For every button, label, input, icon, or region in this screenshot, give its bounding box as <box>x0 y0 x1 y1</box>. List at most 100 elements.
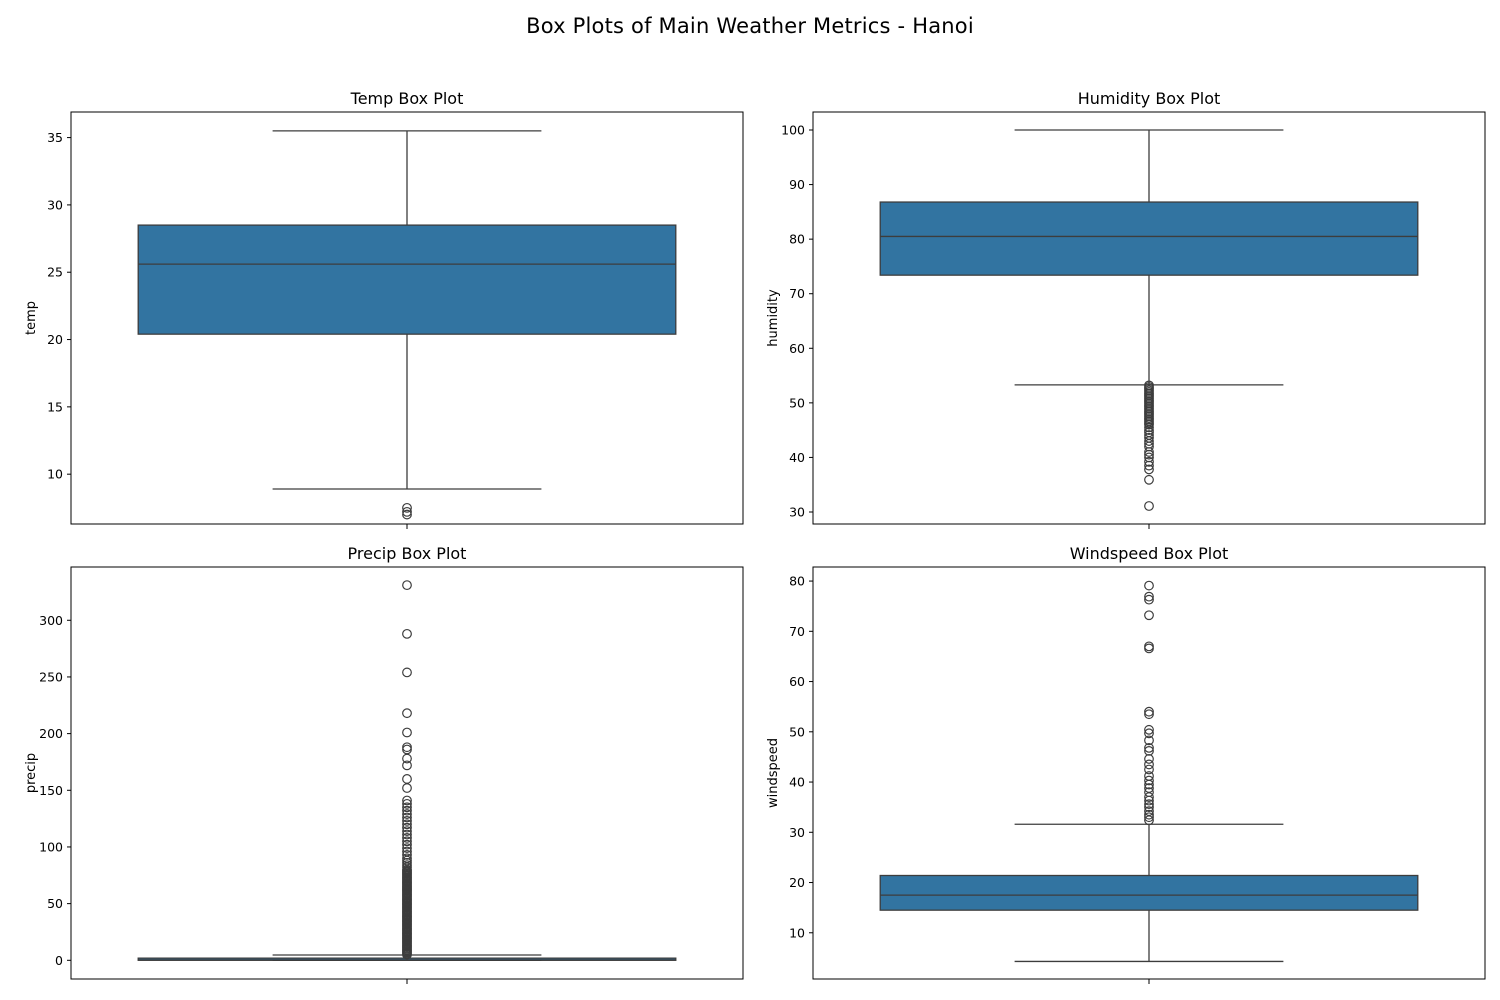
windspeed-axes-frame <box>812 566 1486 980</box>
humidity-outlier-point <box>1144 436 1154 446</box>
precip-outlier-point <box>402 580 412 591</box>
humidity-box <box>879 201 1419 276</box>
windspeed-outlier-point <box>1144 709 1154 720</box>
precip-outlier-point <box>402 839 412 850</box>
windspeed-outlier-point <box>1144 802 1154 813</box>
humidity-ylabel: humidity <box>766 289 781 347</box>
windspeed-outlier-point <box>1144 591 1154 602</box>
humidity-outlier-point <box>1144 501 1154 511</box>
precip-ytick-label: 250 <box>39 669 63 684</box>
humidity-ytick-label: 90 <box>789 177 805 192</box>
precip-ylabel: precip <box>24 753 39 793</box>
precip-outlier-point <box>402 826 412 836</box>
temp-outlier-point <box>402 506 412 517</box>
windspeed-plot-title: Windspeed Box Plot <box>1070 544 1229 563</box>
windspeed-ytick-label: 50 <box>789 724 805 739</box>
precip-outlier-point <box>402 836 412 847</box>
windspeed-outlier-point <box>1144 787 1154 797</box>
windspeed-outlier-point <box>1144 643 1154 654</box>
windspeed-outlier-point <box>1144 809 1154 820</box>
humidity-outlier-point <box>1144 464 1154 475</box>
precip-outlier-point <box>402 849 412 860</box>
precip-outlier-point <box>402 815 412 826</box>
windspeed-outlier-point <box>1144 610 1154 621</box>
humidity-ytick-label: 50 <box>789 395 805 410</box>
humidity-plot-title: Humidity Box Plot <box>1078 89 1221 108</box>
windspeed-outlier-point <box>1144 812 1154 823</box>
windspeed-ytick-label: 70 <box>789 624 805 639</box>
humidity-ytick-label: 60 <box>789 341 805 356</box>
humidity-ytick-label: 30 <box>789 504 805 519</box>
humidity-outlier-point <box>1144 422 1154 433</box>
precip-ytick-label: 150 <box>39 783 63 798</box>
temp-plot-title: Temp Box Plot <box>350 89 464 108</box>
precip-outlier-point <box>402 802 412 813</box>
precip-ytick-label: 200 <box>39 726 63 741</box>
figure-title: Box Plots of Main Weather Metrics - Hano… <box>526 14 974 38</box>
humidity-ytick-label: 80 <box>789 232 805 247</box>
precip-ytick-label: 0 <box>55 953 63 968</box>
windspeed-ylabel: windspeed <box>766 738 781 808</box>
humidity-outlier-point <box>1144 460 1154 471</box>
precip-ytick-label: 300 <box>39 613 63 628</box>
precip-outlier-point <box>402 805 412 816</box>
windspeed-outlier-point <box>1144 641 1154 652</box>
windspeed-box <box>879 874 1419 911</box>
temp-ylabel: temp <box>24 301 39 335</box>
windspeed-outlier-point <box>1144 806 1154 817</box>
humidity-outlier-point <box>1144 447 1154 457</box>
temp-panel: Temp Box Plot temp 10 15 20 25 30 35 <box>24 89 744 529</box>
humidity-outlier-point <box>1144 456 1154 467</box>
temp-ytick-label: 20 <box>47 332 63 347</box>
precip-outlier-point <box>402 809 412 819</box>
windspeed-outlier-point <box>1144 594 1154 605</box>
temp-ytick-label: 25 <box>47 265 63 280</box>
temp-outlier-point <box>402 502 412 513</box>
windspeed-outlier-point <box>1144 771 1154 781</box>
windspeed-outlier-point <box>1144 799 1154 810</box>
humidity-outlier-point <box>1144 474 1154 485</box>
windspeed-outlier-point <box>1144 706 1154 717</box>
humidity-axes-frame <box>812 111 1486 525</box>
windspeed-ytick-label: 40 <box>789 775 805 790</box>
precip-outlier-point <box>402 822 412 833</box>
precip-outlier-point <box>402 628 412 639</box>
windspeed-outlier-point <box>1144 764 1154 775</box>
temp-box <box>137 224 677 335</box>
precip-outlier-point <box>402 774 412 784</box>
precip-outlier-point <box>402 798 412 809</box>
precip-plot-title: Precip Box Plot <box>348 544 467 563</box>
windspeed-outlier-point <box>1144 728 1154 739</box>
precip-outlier-point <box>402 708 412 719</box>
windspeed-ytick-label: 80 <box>789 574 805 589</box>
temp-ytick-label: 15 <box>47 399 63 414</box>
windspeed-outlier-point <box>1144 580 1154 591</box>
windspeed-ytick-label: 20 <box>789 875 805 890</box>
windspeed-ytick-label: 30 <box>789 825 805 840</box>
precip-ytick-label: 50 <box>47 896 63 911</box>
humidity-panel: Humidity Box Plot humidity 30 40 50 60 70 80 90 1… <box>766 89 1486 529</box>
precip-outlier-point <box>402 727 412 738</box>
precip-outlier-point <box>402 783 412 793</box>
windspeed-outlier-point <box>1144 754 1154 764</box>
humidity-outlier-point <box>1144 449 1154 460</box>
humidity-outlier-point <box>1144 419 1154 430</box>
windspeed-ytick-label: 10 <box>789 925 805 940</box>
windspeed-panel: Windspeed Box Plot windspeed 10 20 30 40 50 60 7… <box>766 544 1486 984</box>
precip-outlier-point <box>402 812 412 823</box>
precip-outlier-point <box>402 742 412 753</box>
temp-axes-frame <box>70 111 744 525</box>
precip-panel: Precip Box Plot precip 0 50 100 150 200 250 300 <box>24 544 744 984</box>
temp-ytick-label: 35 <box>47 130 63 145</box>
windspeed-ytick-label: 60 <box>789 674 805 689</box>
windspeed-outlier-point <box>1144 735 1154 746</box>
precip-outlier-point <box>402 829 412 840</box>
temp-ytick-label: 30 <box>47 197 63 212</box>
precip-axes-frame <box>70 566 744 980</box>
windspeed-outlier-point <box>1144 745 1154 756</box>
windspeed-outlier-point <box>1144 742 1154 753</box>
precip-outlier-point <box>402 667 412 678</box>
precip-outlier-point <box>402 760 412 771</box>
windspeed-outlier-point <box>1144 775 1154 786</box>
